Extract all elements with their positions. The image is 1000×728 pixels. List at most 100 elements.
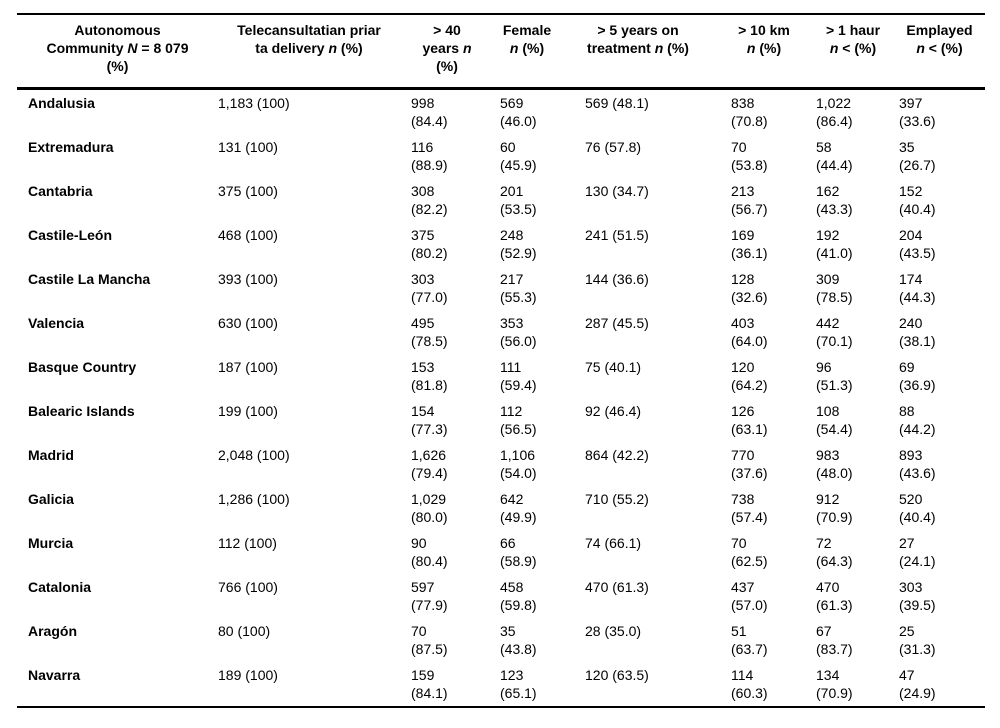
column-header-over10km: > 10 km n (%): [716, 14, 812, 89]
community-cell: Galicia: [28, 491, 74, 507]
header-text-segment: > 40: [433, 22, 461, 38]
header-text-segment: n: [328, 40, 338, 56]
header-text-segment: n: [462, 40, 472, 56]
cell-over1hour: 983 (48.0): [816, 447, 853, 481]
community-cell: Andalusia: [28, 95, 95, 111]
cell-over5years: 287 (45.5): [585, 315, 649, 331]
cell-over5years: 569 (48.1): [585, 95, 649, 111]
cell-employed: 174 (44.3): [899, 271, 936, 305]
column-header-community: Autonomous Community N = 8 079 (%): [17, 14, 218, 89]
header-text-segment: N: [127, 40, 138, 56]
cell-over40: 1,626 (79.4): [411, 447, 448, 481]
community-cell: Madrid: [28, 447, 74, 463]
header-text-segment: n: [829, 40, 839, 56]
cell-employed: 520 (40.4): [899, 491, 936, 525]
header-text-segment: Emplayed: [906, 22, 973, 38]
table-row: Castile La Mancha 393 (100) 303 (77.0) 217 …: [17, 266, 985, 310]
cell-over1hour: 470 (61.3): [816, 579, 853, 613]
table-row: Extremadura 131 (100) 116 (88.9) 60 (45.9) 7…: [17, 134, 985, 178]
cell-teleconsultation: 393 (100): [218, 271, 278, 287]
header-text-segment: (%): [755, 40, 782, 56]
cell-over10km: 70 (62.5): [731, 535, 768, 569]
cell-over1hour: 58 (44.4): [816, 139, 853, 173]
column-header-over1hour: > 1 haur n < (%): [812, 14, 894, 89]
table-row: Castile-León 468 (100) 375 (80.2) 248 (52.9…: [17, 222, 985, 266]
column-header-employed: Emplayed n < (%): [894, 14, 985, 89]
community-cell: Castile La Mancha: [28, 271, 151, 287]
cell-over40: 70 (87.5): [411, 623, 448, 657]
cell-over1hour: 192 (41.0): [816, 227, 853, 261]
table-row: Catalonia 766 (100) 597 (77.9) 458 (59.8) 47…: [17, 574, 985, 618]
cell-female: 123 (65.1): [500, 667, 537, 701]
cell-teleconsultation: 131 (100): [218, 139, 278, 155]
cell-over40: 90 (80.4): [411, 535, 448, 569]
column-header-teleconsultation: Telecansultatian priar ta delivery n (%): [218, 14, 400, 89]
cell-over1hour: 442 (70.1): [816, 315, 853, 349]
cell-employed: 88 (44.2): [899, 403, 936, 437]
table-row: Basque Country 187 (100) 153 (81.8) 111 (59…: [17, 354, 985, 398]
cell-female: 569 (46.0): [500, 95, 537, 129]
cell-employed: 27 (24.1): [899, 535, 936, 569]
cell-teleconsultation: 80 (100): [218, 623, 271, 639]
header-text-segment: (%): [337, 40, 363, 56]
table-row: Balearic Islands 199 (100) 154 (77.3) 112 (…: [17, 398, 985, 442]
cell-over10km: 169 (36.1): [731, 227, 768, 261]
community-cell: Basque Country: [28, 359, 137, 375]
cell-over1hour: 309 (78.5): [816, 271, 853, 305]
header-text-segment: < (%): [838, 40, 877, 56]
header-text-segment: (%): [518, 40, 545, 56]
header-text-segment: n: [654, 40, 664, 56]
cell-over40: 495 (78.5): [411, 315, 448, 349]
cell-over10km: 770 (37.6): [731, 447, 768, 481]
table-row: Aragón 80 (100) 70 (87.5) 35 (43.8) 28 (35.0…: [17, 618, 985, 662]
cell-employed: 204 (43.5): [899, 227, 936, 261]
cell-over5years: 120 (63.5): [585, 667, 649, 683]
table-row: Cantabria 375 (100) 308 (82.2) 201 (53.5) 13…: [17, 178, 985, 222]
cell-teleconsultation: 1,286 (100): [218, 491, 290, 507]
cell-over5years: 241 (51.5): [585, 227, 649, 243]
cell-over10km: 213 (56.7): [731, 183, 768, 217]
cell-over10km: 838 (70.8): [731, 95, 768, 129]
cell-over5years: 130 (34.7): [585, 183, 649, 199]
cell-over40: 116 (88.9): [411, 139, 448, 173]
cell-over10km: 70 (53.8): [731, 139, 768, 173]
cell-female: 1,106 (54.0): [500, 447, 537, 481]
community-cell: Castile-León: [28, 227, 113, 243]
cell-over5years: 144 (36.6): [585, 271, 649, 287]
cell-female: 248 (52.9): [500, 227, 537, 261]
community-cell: Balearic Islands: [28, 403, 135, 419]
header-text-segment: (%): [663, 40, 689, 56]
cell-over40: 308 (82.2): [411, 183, 448, 217]
cell-female: 217 (55.3): [500, 271, 537, 305]
cell-over10km: 128 (32.6): [731, 271, 768, 305]
header-text-segment: = 8 079: [137, 40, 189, 56]
cell-teleconsultation: 112 (100): [218, 535, 277, 551]
table-header: Autonomous Community N = 8 079 (%) Telecans…: [17, 14, 985, 89]
cell-over10km: 126 (63.1): [731, 403, 768, 437]
cell-over1hour: 108 (54.4): [816, 403, 853, 437]
cell-over40: 1,029 (80.0): [411, 491, 448, 525]
cell-over40: 153 (81.8): [411, 359, 448, 393]
cell-employed: 893 (43.6): [899, 447, 936, 481]
header-text-segment: (%): [436, 58, 458, 74]
header-text-segment: ta delivery: [255, 40, 329, 56]
cell-over5years: 470 (61.3): [585, 579, 649, 595]
header-text-segment: Community: [46, 40, 128, 56]
cell-employed: 35 (26.7): [899, 139, 936, 173]
header-text-segment: Autonomous: [74, 22, 161, 38]
community-cell: Navarra: [28, 667, 81, 683]
cell-female: 642 (49.9): [500, 491, 537, 525]
header-text-segment: n: [746, 40, 756, 56]
cell-teleconsultation: 375 (100): [218, 183, 278, 199]
cell-employed: 25 (31.3): [899, 623, 936, 657]
cell-over40: 998 (84.4): [411, 95, 448, 129]
cell-over40: 375 (80.2): [411, 227, 448, 261]
cell-employed: 47 (24.9): [899, 667, 936, 701]
cell-over1hour: 134 (70.9): [816, 667, 853, 701]
community-cell: Catalonia: [28, 579, 92, 595]
cell-over10km: 51 (63.7): [731, 623, 768, 657]
cell-female: 111 (59.4): [500, 359, 537, 393]
cell-teleconsultation: 187 (100): [218, 359, 278, 375]
cell-over10km: 403 (64.0): [731, 315, 768, 349]
